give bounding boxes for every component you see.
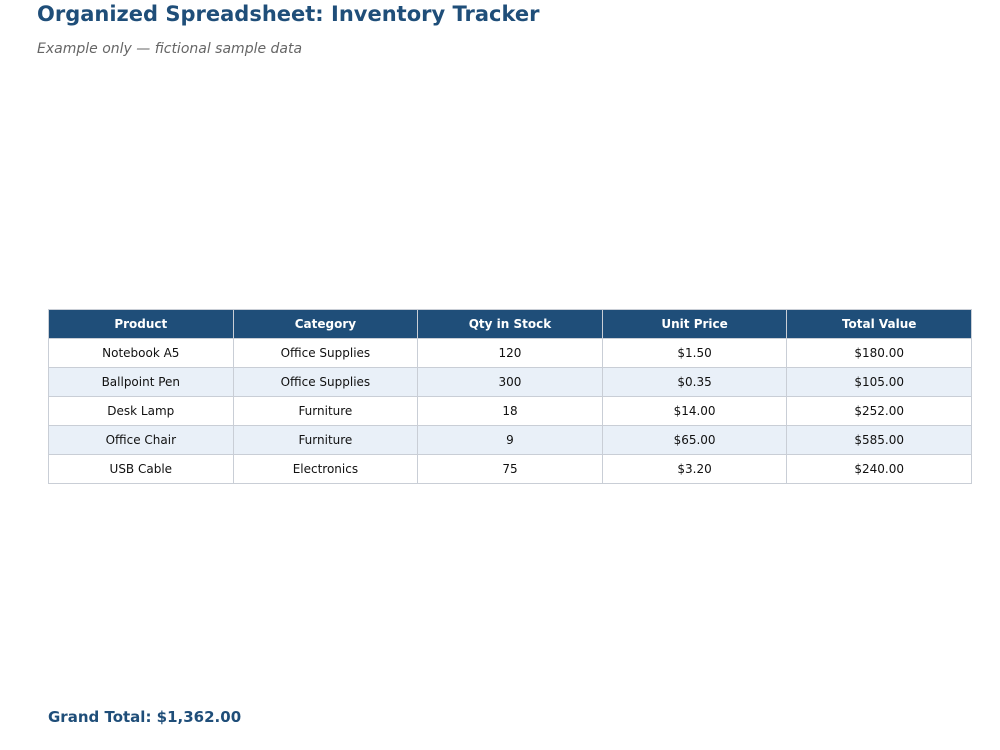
cell-category: Furniture bbox=[232, 396, 419, 426]
cell-qty: 9 bbox=[417, 425, 603, 455]
cell-total-value: $180.00 bbox=[786, 338, 972, 368]
cell-unit-price: $0.35 bbox=[601, 367, 788, 397]
cell-total-value: $105.00 bbox=[786, 367, 972, 397]
page-title: Organized Spreadsheet: Inventory Tracker bbox=[37, 2, 540, 26]
cell-total-value: $585.00 bbox=[786, 425, 972, 455]
cell-qty: 300 bbox=[417, 367, 603, 397]
cell-qty: 120 bbox=[417, 338, 603, 368]
table-row: USB Cable Electronics 75 $3.20 $240.00 bbox=[48, 454, 972, 484]
inventory-table-container: Product Category Qty in Stock Unit Price… bbox=[48, 309, 972, 484]
cell-category: Electronics bbox=[232, 454, 419, 484]
cell-total-value: $252.00 bbox=[786, 396, 972, 426]
cell-unit-price: $1.50 bbox=[601, 338, 788, 368]
table-row: Desk Lamp Furniture 18 $14.00 $252.00 bbox=[48, 396, 972, 426]
cell-unit-price: $14.00 bbox=[601, 396, 788, 426]
table-row: Office Chair Furniture 9 $65.00 $585.00 bbox=[48, 425, 972, 455]
cell-category: Office Supplies bbox=[232, 338, 419, 368]
cell-product: USB Cable bbox=[48, 454, 234, 484]
cell-unit-price: $65.00 bbox=[601, 425, 788, 455]
column-header-total-value: Total Value bbox=[786, 309, 972, 339]
column-header-product: Product bbox=[48, 309, 234, 339]
cell-qty: 18 bbox=[417, 396, 603, 426]
cell-product: Desk Lamp bbox=[48, 396, 234, 426]
cell-product: Office Chair bbox=[48, 425, 234, 455]
table-header-row: Product Category Qty in Stock Unit Price… bbox=[48, 309, 972, 339]
cell-unit-price: $3.20 bbox=[601, 454, 788, 484]
cell-product: Notebook A5 bbox=[48, 338, 234, 368]
cell-qty: 75 bbox=[417, 454, 603, 484]
cell-category: Furniture bbox=[232, 425, 419, 455]
cell-total-value: $240.00 bbox=[786, 454, 972, 484]
column-header-category: Category bbox=[232, 309, 419, 339]
cell-category: Office Supplies bbox=[232, 367, 419, 397]
table-row: Notebook A5 Office Supplies 120 $1.50 $1… bbox=[48, 338, 972, 368]
grand-total: Grand Total: $1,362.00 bbox=[48, 708, 242, 726]
column-header-qty: Qty in Stock bbox=[417, 309, 603, 339]
table-row: Ballpoint Pen Office Supplies 300 $0.35 … bbox=[48, 367, 972, 397]
page-subtitle: Example only — fictional sample data bbox=[37, 41, 303, 57]
column-header-unit-price: Unit Price bbox=[601, 309, 788, 339]
inventory-table: Product Category Qty in Stock Unit Price… bbox=[48, 309, 972, 484]
cell-product: Ballpoint Pen bbox=[48, 367, 234, 397]
